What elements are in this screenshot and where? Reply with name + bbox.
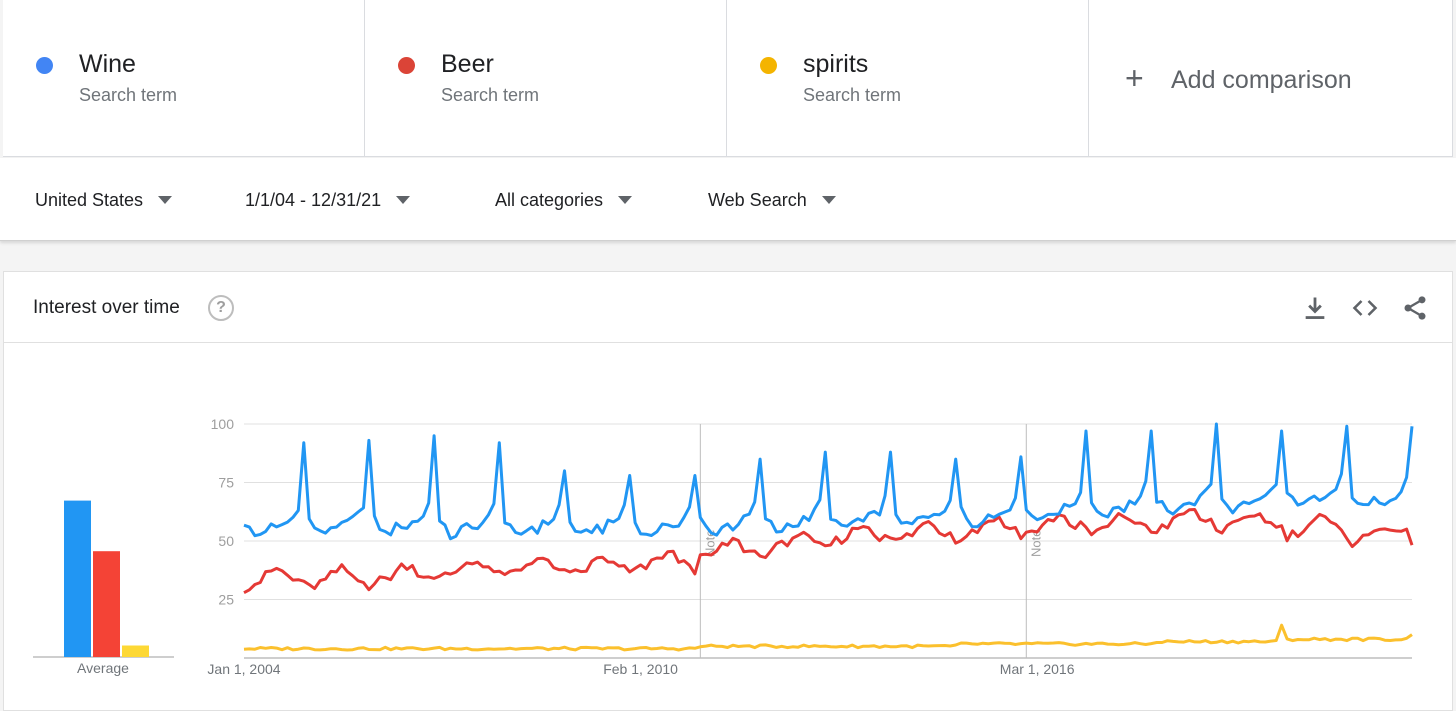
y-tick-label: 100 — [211, 416, 235, 432]
search-type-label: Web Search — [708, 189, 807, 210]
x-tick-label: Feb 1, 2010 — [603, 661, 678, 677]
note-annotations: Note Note — [699, 424, 1043, 658]
chevron-down-icon — [618, 196, 633, 204]
share-icon[interactable] — [1401, 294, 1429, 322]
grid-lines — [244, 423, 1412, 659]
date-range-dropdown[interactable]: 1/1/04 - 12/31/21 — [245, 188, 411, 212]
note-label[interactable]: Note — [702, 530, 717, 557]
filter-bar: United States 1/1/04 - 12/31/21 All cate… — [0, 158, 1456, 241]
avg-bar-wine — [64, 500, 91, 657]
chevron-down-icon — [158, 196, 173, 204]
region-label: United States — [35, 189, 144, 210]
help-icon[interactable]: ? — [208, 295, 234, 321]
term-color-dot — [398, 57, 415, 74]
y-tick-label: 25 — [218, 592, 234, 608]
x-tick-label: Jan 1, 2004 — [207, 661, 280, 677]
card-header: Interest over time ? — [4, 272, 1452, 343]
term-name: Beer — [441, 50, 494, 78]
add-comparison-label: Add comparison — [1171, 66, 1352, 94]
term-name: Wine — [79, 50, 136, 78]
series-lines — [243, 422, 1414, 652]
search-type-dropdown[interactable]: Web Search — [708, 188, 836, 212]
term-color-dot — [760, 57, 777, 74]
chevron-down-icon — [396, 196, 411, 204]
term-subtitle: Search term — [803, 85, 902, 105]
note-label[interactable]: Note — [1028, 530, 1043, 557]
avg-bar-beer — [93, 551, 120, 657]
term-name: spirits — [803, 50, 869, 78]
date-range-label: 1/1/04 - 12/31/21 — [245, 189, 382, 210]
region-dropdown[interactable]: United States — [35, 188, 173, 212]
term-card-beer[interactable]: Beer Search term — [365, 0, 727, 157]
category-label: All categories — [495, 189, 604, 210]
category-dropdown[interactable]: All categories — [495, 188, 633, 212]
download-icon[interactable] — [1301, 294, 1329, 322]
chevron-down-icon — [821, 196, 836, 204]
y-tick-label: 50 — [218, 533, 234, 549]
average-bar-chart: Average — [33, 500, 174, 676]
term-subtitle: Search term — [441, 85, 540, 105]
interest-line-chart: 100 75 50 25 Note Note Jan 1, 2004 Feb 1, 201… — [207, 416, 1414, 677]
plus-icon: + — [1125, 60, 1144, 96]
spirits-line[interactable] — [243, 623, 1413, 652]
comparison-bar: Wine Search term Beer Search term spirit… — [0, 0, 1456, 158]
avg-bar-spirits — [122, 645, 149, 657]
wine-line[interactable] — [243, 422, 1414, 541]
chart-area: Average 100 75 50 25 Note Note Jan 1, 2004 Fe… — [33, 416, 1414, 677]
term-color-dot — [36, 57, 53, 74]
beer-line[interactable] — [243, 508, 1414, 595]
embed-icon[interactable] — [1351, 294, 1379, 322]
add-comparison-button[interactable]: + Add comparison — [1089, 0, 1453, 157]
avg-category-label: Average — [77, 660, 129, 676]
x-tick-label: Mar 1, 2016 — [1000, 661, 1075, 677]
card-title: Interest over time — [33, 297, 180, 318]
term-subtitle: Search term — [79, 85, 178, 105]
y-axis-ticks: 100 75 50 25 — [211, 416, 235, 608]
term-card-wine[interactable]: Wine Search term — [3, 0, 365, 157]
interest-over-time-card: Interest over time ? Average 100 75 50 25 N… — [3, 271, 1453, 711]
y-tick-label: 75 — [218, 475, 234, 491]
term-card-spirits[interactable]: spirits Search term — [727, 0, 1089, 157]
x-axis-ticks: Jan 1, 2004 Feb 1, 2010 Mar 1, 2016 — [207, 661, 1074, 677]
